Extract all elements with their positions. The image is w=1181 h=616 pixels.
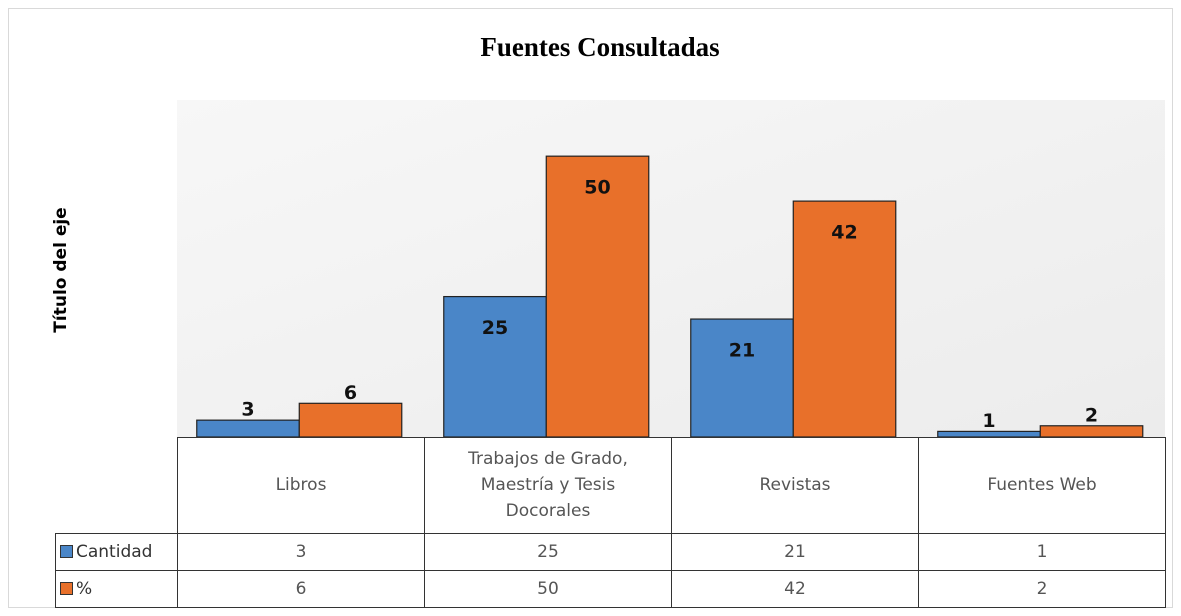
x-tick-label: Revistas — [671, 437, 919, 534]
legend-entry: Cantidad — [55, 532, 178, 571]
table-value: 21 — [671, 532, 919, 571]
data-label: 6 — [344, 382, 357, 404]
bar — [298, 402, 403, 438]
table-row: Cantidad 3 25 21 1 — [55, 532, 1166, 571]
data-label: 50 — [584, 177, 610, 199]
data-label: 3 — [241, 399, 254, 421]
bar — [792, 200, 897, 438]
table-value: 42 — [671, 569, 919, 608]
table-value: 6 — [177, 569, 425, 608]
bar — [1039, 425, 1144, 438]
bar — [545, 155, 650, 438]
plot-area — [177, 100, 1165, 437]
legend-entry: % — [55, 569, 178, 608]
data-label: 1 — [982, 410, 995, 432]
legend-key — [60, 544, 73, 558]
bar — [443, 295, 547, 438]
x-tick-label: Libros — [177, 437, 425, 534]
data-label: 42 — [831, 222, 857, 244]
table-row: % 6 50 42 2 — [55, 569, 1166, 608]
legend-label: Cantidad — [76, 541, 153, 562]
table-row: Libros Trabajos de Grado, Maestría y Tesi… — [56, 437, 1166, 534]
table-value: 2 — [918, 569, 1166, 608]
chart-title: Fuentes Consultadas — [480, 32, 719, 62]
x-tick-label: Fuentes Web — [918, 437, 1166, 534]
legend-label: % — [76, 578, 93, 599]
table-value: 25 — [424, 532, 672, 571]
data-table: Libros Trabajos de Grado, Maestría y Tesi… — [55, 437, 1166, 608]
bar — [196, 419, 300, 438]
x-tick-label: Trabajos de Grado, Maestría y Tesis Doco… — [424, 437, 672, 534]
data-label: 2 — [1085, 404, 1098, 426]
bar — [690, 318, 794, 438]
legend-key — [60, 581, 73, 595]
table-value: 1 — [918, 532, 1166, 571]
data-label: 21 — [729, 340, 755, 362]
chart-frame — [8, 8, 1173, 608]
table-value: 3 — [177, 532, 425, 571]
y-axis-title: Título del eje — [51, 207, 71, 332]
table-value: 50 — [424, 569, 672, 608]
table-corner — [56, 438, 178, 534]
data-label: 25 — [482, 317, 508, 339]
